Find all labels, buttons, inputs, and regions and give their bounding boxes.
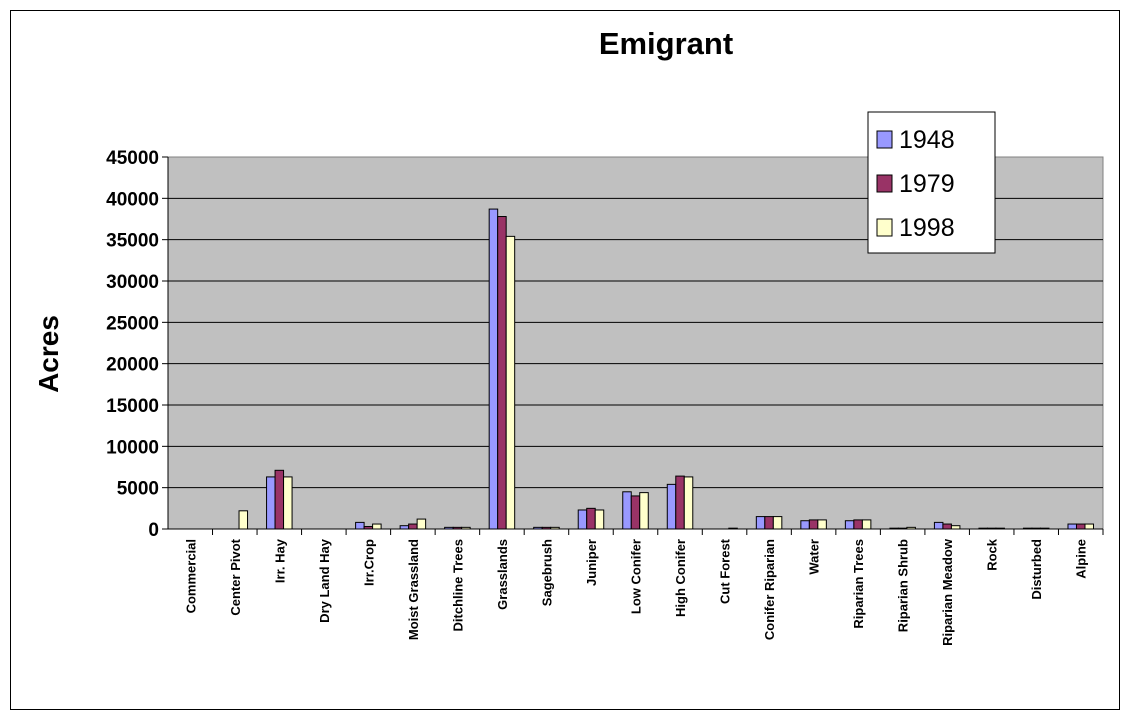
chart-frame: Emigrant Acres 0 5000 10000 15000 20000 25000…	[10, 10, 1120, 710]
bar-chart: Emigrant Acres 0 5000 10000 15000 20000 25000…	[33, 26, 1104, 646]
bar-1948	[933, 521, 944, 530]
bar-1998	[594, 509, 605, 530]
bar-1948	[577, 509, 588, 530]
y-tick-label: 30000	[106, 272, 159, 293]
bar-1979	[586, 507, 596, 530]
x-tick-label: Irr. Hay	[272, 538, 287, 583]
y-tick-label: 35000	[106, 231, 159, 252]
x-tick-label: Alpine	[1074, 539, 1089, 579]
bar-1948	[1067, 523, 1077, 530]
bar-1998	[772, 516, 783, 530]
bar-1998	[505, 235, 516, 530]
bar-1998	[861, 519, 872, 530]
bar-1979	[764, 516, 774, 530]
x-tick-label: Irr.Crop	[361, 539, 376, 586]
bar-1948	[755, 516, 766, 530]
y-tick-label: 10000	[106, 437, 159, 458]
bar-1979	[942, 523, 952, 530]
bar-1998	[238, 510, 249, 530]
x-tick-label: Ditchline Trees	[450, 539, 465, 631]
y-tick-label: 40000	[106, 189, 159, 210]
bar-1979	[1075, 523, 1086, 530]
bar-1979	[408, 523, 418, 530]
legend-label-1948: 1948	[899, 126, 955, 154]
x-tick-label: Cut Forest	[718, 538, 733, 604]
bar-1979	[274, 469, 285, 530]
bar-1998	[817, 519, 827, 530]
x-tick-label: Center Pivot	[228, 538, 243, 615]
y-tick-label: 0	[148, 520, 159, 541]
bar-1948	[488, 208, 499, 530]
legend-swatch-1948	[876, 130, 893, 149]
x-tick-label: Juniper	[584, 539, 599, 586]
bar-1979	[675, 475, 685, 530]
bar-1998	[283, 476, 293, 530]
bar-1998	[683, 476, 694, 530]
bar-1998	[1084, 523, 1094, 530]
bar-1998	[372, 523, 382, 530]
x-tick-label: Disturbed	[1029, 539, 1044, 600]
x-tick-label: Low Conifer	[629, 539, 644, 614]
x-tick-label: Grasslands	[495, 539, 510, 610]
x-tick-label: Conifer Riparian	[762, 539, 777, 640]
bar-1979	[808, 519, 819, 530]
y-tick-label: 5000	[117, 479, 159, 500]
bar-1948	[622, 491, 632, 530]
x-tick-label: Moist Grassland	[406, 539, 421, 640]
bar-1998	[416, 518, 427, 530]
legend: 1948 1979 1998	[867, 111, 996, 254]
x-tick-label: Dry Land Hay	[317, 538, 332, 623]
y-tick-label: 15000	[106, 396, 159, 417]
x-tick-label: High Conifer	[673, 539, 688, 617]
bar-1948	[844, 520, 855, 530]
x-tick-label: Riparian Shrub	[896, 539, 911, 632]
x-tick-label: Riparian Meadow	[940, 538, 955, 646]
y-axis-label: Acres	[33, 315, 64, 393]
legend-label-1979: 1979	[899, 170, 955, 198]
bar-1979	[497, 216, 507, 530]
bar-1979	[630, 495, 641, 530]
legend-label-1998: 1998	[899, 214, 955, 242]
chart-title: Emigrant	[599, 26, 733, 61]
bar-1948	[355, 521, 365, 530]
bar-1948	[666, 483, 677, 530]
y-tick-label: 45000	[106, 148, 159, 169]
x-tick-label: Commercial	[183, 539, 198, 613]
x-tick-label: Rock	[985, 538, 1000, 571]
bar-1998	[639, 492, 649, 530]
bar-1948	[800, 520, 810, 530]
legend-swatch-1979	[876, 174, 893, 193]
bar-1979	[853, 519, 863, 530]
x-tick-label: Riparian Trees	[851, 539, 866, 629]
x-tick-label: Sagebrush	[539, 539, 554, 606]
y-tick-label: 25000	[106, 313, 159, 334]
y-tick-label: 20000	[106, 355, 159, 376]
bar-1948	[266, 476, 276, 530]
x-tick-label: Water	[807, 539, 822, 575]
legend-swatch-1998	[876, 218, 893, 237]
